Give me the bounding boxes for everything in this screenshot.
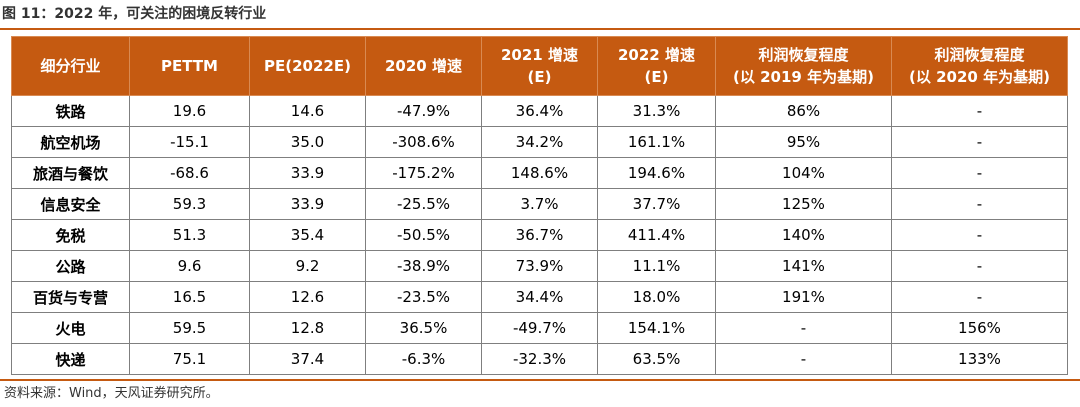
column-header: PE(2022E) (249, 36, 366, 96)
table-cell: 36.4% (481, 95, 598, 127)
table-cell: 141% (715, 250, 892, 282)
table-row: 快递 75.1 37.4 -6.3% -32.3% 63.5% -133% (11, 343, 1068, 375)
industry-name-cell: 信息安全 (11, 188, 130, 220)
table-cell: - (891, 281, 1068, 313)
table-row: 火电 59.5 12.8 36.5% -49.7% 154.1% -156% (11, 312, 1068, 344)
table-cell: 12.6 (249, 281, 366, 313)
table-cell: 63.5% (597, 343, 716, 375)
table-cell: 191% (715, 281, 892, 313)
title-divider (0, 28, 1080, 30)
column-header: 2020 增速 (365, 36, 482, 96)
table-cell: -308.6% (365, 126, 482, 158)
table-cell: -23.5% (365, 281, 482, 313)
table-row: 百货与专营 16.5 12.6 -23.5% 34.4% 18.0% 191% - (11, 281, 1068, 313)
table-cell: 36.5% (365, 312, 482, 344)
table-cell: 3.7% (481, 188, 598, 220)
table-cell: 14.6 (249, 95, 366, 127)
table-cell: -68.6 (129, 157, 250, 189)
industry-name-cell: 快递 (11, 343, 130, 375)
table-cell: -49.7% (481, 312, 598, 344)
industry-name-cell: 旅酒与餐饮 (11, 157, 130, 189)
industry-name-cell: 铁路 (11, 95, 130, 127)
table-cell: - (891, 188, 1068, 220)
column-header: PETTM (129, 36, 250, 96)
table-row: 铁路 19.6 14.6 -47.9% 36.4% 31.3% 86% - (11, 95, 1068, 127)
table-cell: 161.1% (597, 126, 716, 158)
column-header: 2021 增速 (E) (481, 36, 598, 96)
table-cell: 37.7% (597, 188, 716, 220)
table-cell: -38.9% (365, 250, 482, 282)
table-cell: 156% (891, 312, 1068, 344)
column-header: 利润恢复程度 (以 2019 年为基期) (715, 36, 892, 96)
table-cell: 33.9 (249, 157, 366, 189)
table-cell: 140% (715, 219, 892, 251)
table-cell: -6.3% (365, 343, 482, 375)
table-cell: 37.4 (249, 343, 366, 375)
source-divider (0, 379, 1080, 381)
table-cell: 35.0 (249, 126, 366, 158)
table-cell: 12.8 (249, 312, 366, 344)
table-cell: 59.3 (129, 188, 250, 220)
table-cell: - (891, 219, 1068, 251)
table-cell: 9.6 (129, 250, 250, 282)
table-cell: 34.4% (481, 281, 598, 313)
table-cell: 59.5 (129, 312, 250, 344)
source-note: 资料来源：Wind，天风证券研究所。 (4, 386, 219, 401)
column-header: 2022 增速 (E) (597, 36, 716, 96)
table-cell: 148.6% (481, 157, 598, 189)
table-cell: -47.9% (365, 95, 482, 127)
table-cell: - (891, 95, 1068, 127)
table-cell: -50.5% (365, 219, 482, 251)
table-row: 旅酒与餐饮 -68.6 33.9 -175.2% 148.6% 194.6% 104% - (11, 157, 1068, 189)
table-cell: 33.9 (249, 188, 366, 220)
table-row: 公路 9.6 9.2 -38.9% 73.9% 11.1% 141% - (11, 250, 1068, 282)
table-body: 铁路 19.6 14.6 -47.9% 36.4% 31.3% 86% - 航空机场 -15.1 3… (11, 95, 1068, 375)
table-cell: -15.1 (129, 126, 250, 158)
table-cell: 154.1% (597, 312, 716, 344)
table-cell: - (891, 126, 1068, 158)
table-cell: 75.1 (129, 343, 250, 375)
table-cell: 11.1% (597, 250, 716, 282)
table-row: 免税 51.3 35.4 -50.5% 36.7% 411.4% 140% - (11, 219, 1068, 251)
table-cell: 19.6 (129, 95, 250, 127)
column-header: 利润恢复程度 (以 2020 年为基期) (891, 36, 1068, 96)
table-cell: - (891, 250, 1068, 282)
table-header-row: 细分行业 PETTM PE(2022E) 2020 增速 2021 增速 (E) 2022… (11, 36, 1068, 96)
industry-name-cell: 航空机场 (11, 126, 130, 158)
table-row: 航空机场 -15.1 35.0 -308.6% 34.2% 161.1% 95% - (11, 126, 1068, 158)
table-cell: 86% (715, 95, 892, 127)
table-cell: - (891, 157, 1068, 189)
table-cell: 125% (715, 188, 892, 220)
table-cell: 411.4% (597, 219, 716, 251)
table-cell: - (715, 312, 892, 344)
table-cell: 95% (715, 126, 892, 158)
table-cell: 18.0% (597, 281, 716, 313)
industry-name-cell: 百货与专营 (11, 281, 130, 313)
industry-name-cell: 免税 (11, 219, 130, 251)
table-row: 信息安全 59.3 33.9 -25.5% 3.7% 37.7% 125% - (11, 188, 1068, 220)
table-cell: -175.2% (365, 157, 482, 189)
table-cell: 35.4 (249, 219, 366, 251)
column-header: 细分行业 (11, 36, 130, 96)
table-cell: 34.2% (481, 126, 598, 158)
table-cell: 133% (891, 343, 1068, 375)
table-cell: 194.6% (597, 157, 716, 189)
industry-name-cell: 公路 (11, 250, 130, 282)
table-cell: 36.7% (481, 219, 598, 251)
table-cell: 16.5 (129, 281, 250, 313)
table-cell: 31.3% (597, 95, 716, 127)
industry-name-cell: 火电 (11, 312, 130, 344)
table-cell: - (715, 343, 892, 375)
table-cell: 51.3 (129, 219, 250, 251)
figure-title: 图 11：2022 年，可关注的困境反转行业 (2, 6, 267, 22)
table-cell: -32.3% (481, 343, 598, 375)
table-cell: 73.9% (481, 250, 598, 282)
table-cell: 9.2 (249, 250, 366, 282)
table-cell: -25.5% (365, 188, 482, 220)
table-cell: 104% (715, 157, 892, 189)
industry-table: 细分行业 PETTM PE(2022E) 2020 增速 2021 增速 (E) 2022… (11, 36, 1068, 375)
